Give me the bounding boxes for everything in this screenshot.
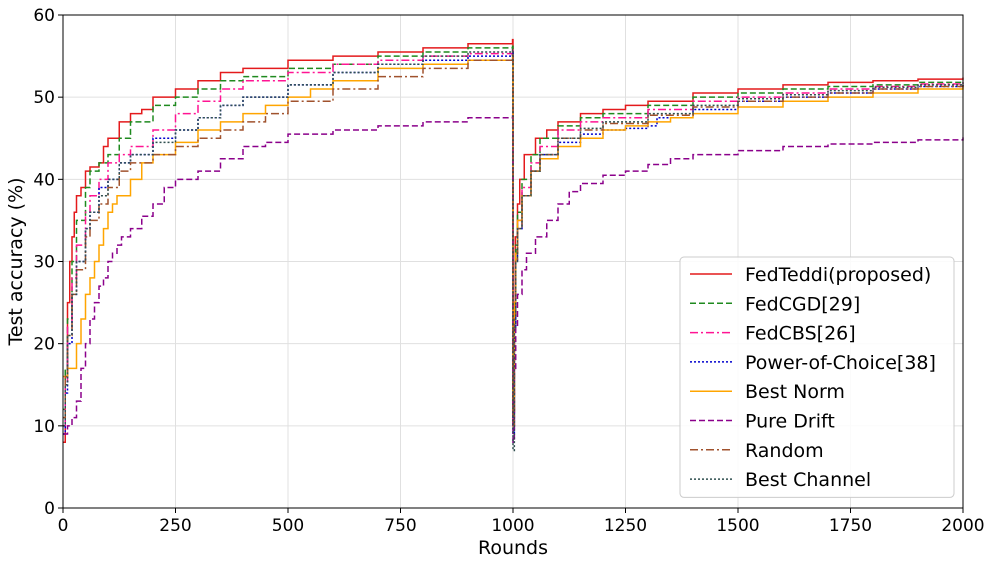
y-tick-label: 10 <box>33 417 55 437</box>
legend: FedTeddi(proposed) FedCGD[29] FedCBS[26] Po… <box>679 256 955 498</box>
axis-ticks: 0 250 500 750 1000 1250 1500 1750 2000 0 10 20 30 40 5… <box>33 6 984 536</box>
x-tick-label: 1750 <box>829 516 872 536</box>
y-tick-label: 20 <box>33 335 55 355</box>
y-tick-label: 0 <box>44 499 55 519</box>
series-line-5 <box>63 115 964 444</box>
series-lines <box>63 38 964 452</box>
y-tick-label: 40 <box>33 170 55 190</box>
x-tick-label: 0 <box>58 516 69 536</box>
legend-label: Pure Drift <box>745 411 835 433</box>
series-line-0 <box>63 38 964 444</box>
y-axis-label: Test accuracy (%) <box>5 177 27 346</box>
y-tick-label: 50 <box>33 88 55 108</box>
legend-label: FedCBS[26] <box>745 323 856 345</box>
x-tick-label: 1250 <box>604 516 647 536</box>
y-tick-label: 30 <box>33 253 55 273</box>
legend-label: Random <box>745 440 824 462</box>
legend-label: FedTeddi(proposed) <box>745 264 931 286</box>
x-axis-label: Rounds <box>478 537 548 559</box>
legend-box <box>679 256 955 498</box>
legend-label: FedCGD[29] <box>745 293 860 315</box>
series-line-4 <box>63 55 964 411</box>
x-tick-label: 500 <box>272 516 304 536</box>
x-tick-label: 1500 <box>716 516 759 536</box>
y-tick-label: 60 <box>33 6 55 26</box>
legend-label: Best Channel <box>745 469 871 491</box>
x-tick-label: 750 <box>384 516 416 536</box>
series-line-7 <box>63 48 964 452</box>
x-tick-label: 2000 <box>941 516 984 536</box>
series-line-6 <box>63 53 964 427</box>
legend-label: Best Norm <box>745 381 845 403</box>
x-tick-label: 250 <box>159 516 191 536</box>
x-tick-label: 1000 <box>491 516 534 536</box>
legend-label: Power-of-Choice[38] <box>745 352 936 374</box>
